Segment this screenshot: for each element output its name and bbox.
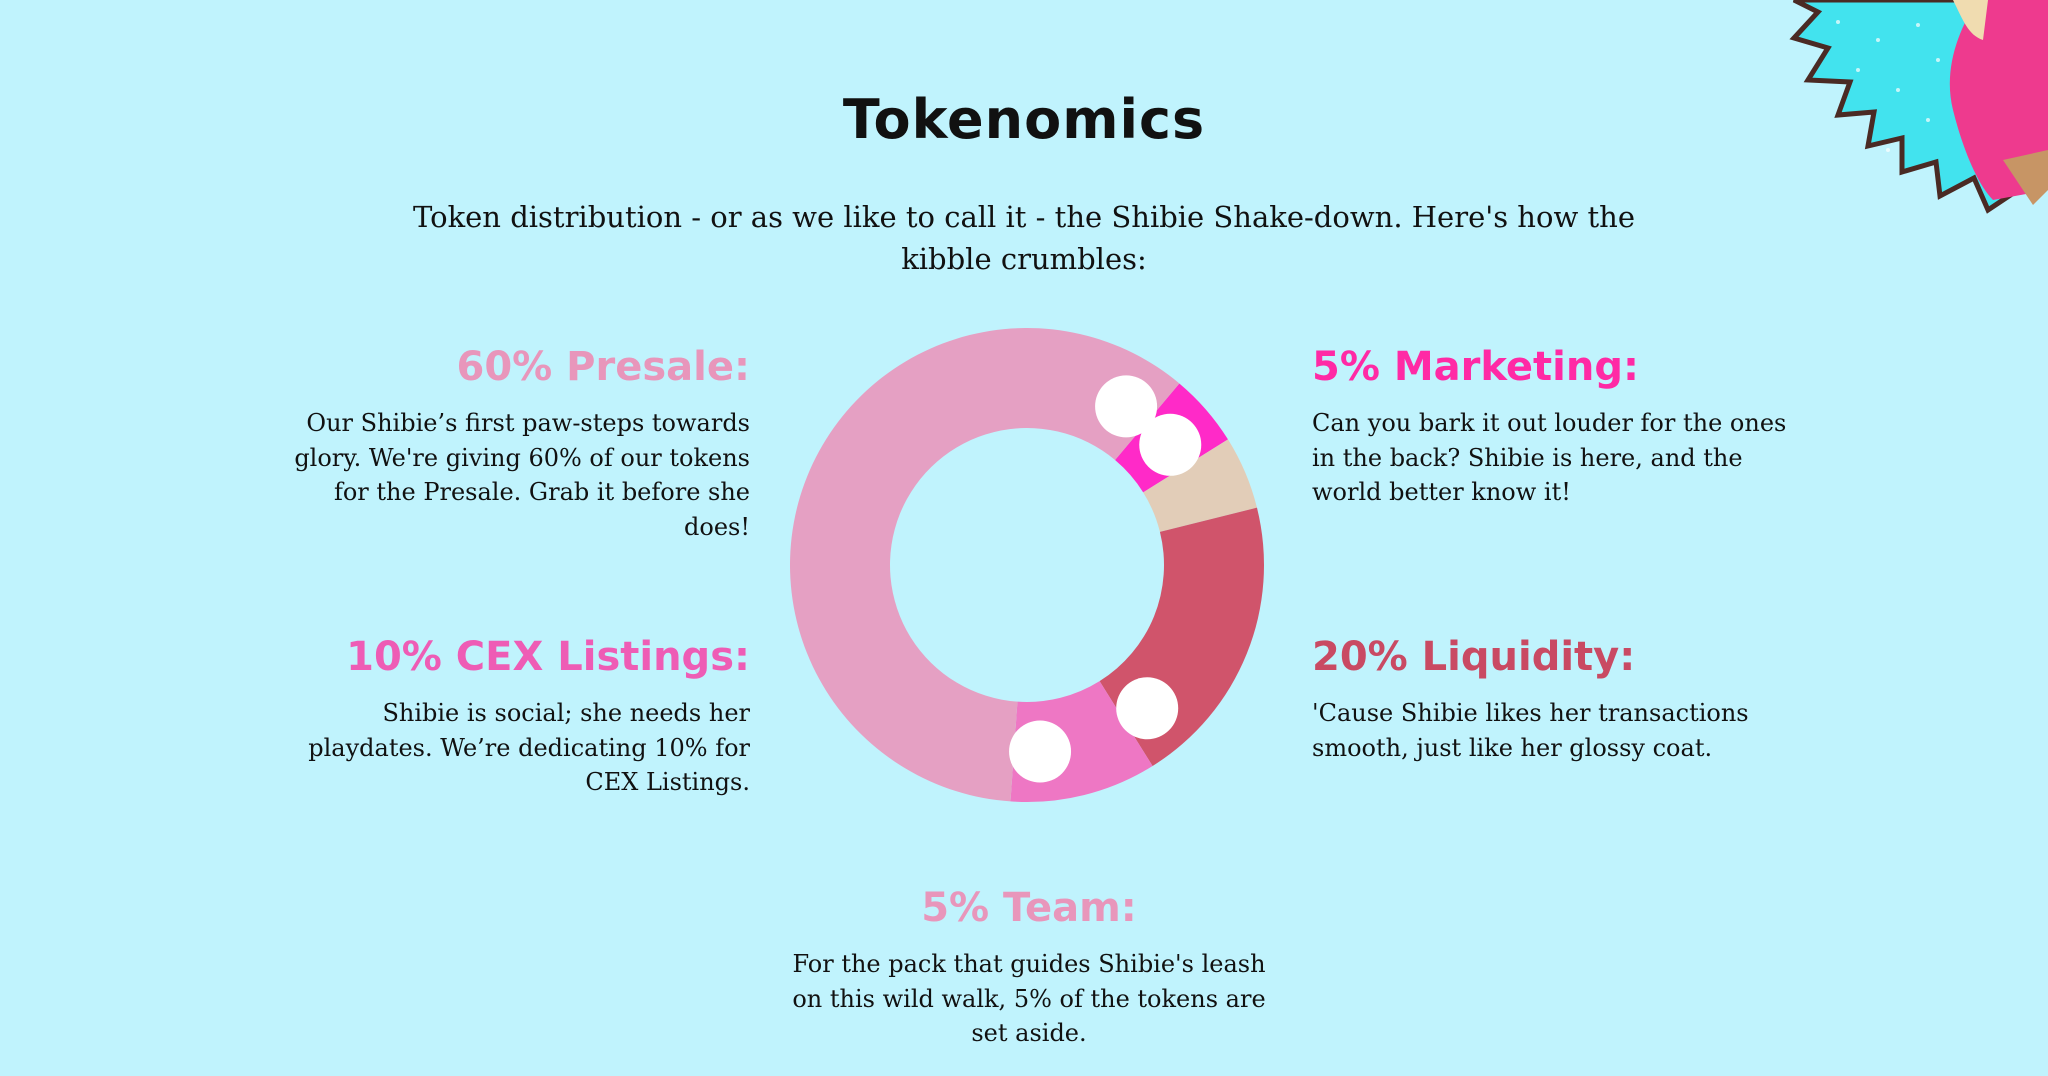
marketing-body: Can you bark it out louder for the ones … — [1312, 409, 1787, 506]
tokenomics-donut-chart — [789, 327, 1264, 802]
marketing-heading: 5% Marketing: — [1312, 344, 1639, 390]
donut-marker-dot — [1116, 677, 1179, 740]
section-cex: 10% CEX Listings: Shibie is social; she … — [270, 632, 750, 800]
presale-body: Our Shibie’s first paw-steps towards glo… — [294, 409, 750, 541]
liquidity-body: 'Cause Shibie likes her transactions smo… — [1312, 699, 1749, 762]
team-heading: 5% Team: — [921, 885, 1137, 931]
donut-slice-presale — [789, 327, 1180, 802]
presale-heading: 60% Presale: — [456, 344, 750, 390]
cex-heading: 10% CEX Listings: — [346, 634, 750, 680]
donut-marker-dot — [1139, 413, 1202, 476]
liquidity-heading: 20% Liquidity: — [1312, 634, 1636, 680]
section-marketing: 5% Marketing: Can you bark it out louder… — [1312, 342, 1792, 510]
section-presale: 60% Presale: Our Shibie’s first paw-step… — [270, 342, 750, 544]
page-subtitle: Token distribution - or as we like to ca… — [413, 200, 1635, 276]
section-team: 5% Team: For the pack that guides Shibie… — [789, 883, 1269, 1051]
page-title: Tokenomics — [842, 88, 1206, 151]
starburst-mascot-badge-icon — [1789, 0, 2048, 214]
section-liquidity: 20% Liquidity: 'Cause Shibie likes her t… — [1312, 632, 1792, 765]
team-body: For the pack that guides Shibie's leash … — [792, 950, 1266, 1047]
donut-marker-dot — [1095, 375, 1158, 438]
cex-body: Shibie is social; she needs her playdate… — [308, 699, 750, 796]
donut-marker-dot — [1009, 720, 1072, 783]
donut-slice-team — [1143, 439, 1257, 532]
